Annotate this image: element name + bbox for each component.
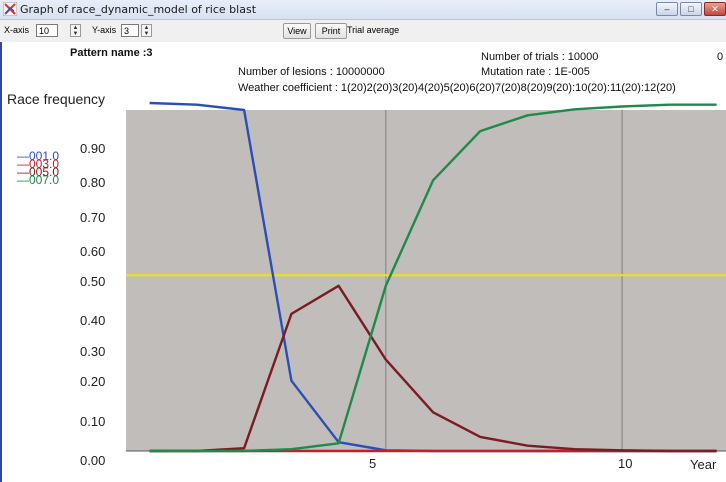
x-tick-label: 5 — [369, 456, 377, 471]
legend-003: —003.0 — [17, 158, 59, 170]
legend-label: 005.0 — [29, 165, 60, 179]
y-tick-label: 0.20 — [80, 374, 106, 389]
yaxis-spinner[interactable]: ▲ ▼ — [141, 24, 152, 37]
series-line-005-0 — [149, 284, 717, 453]
legend-dash: — — [17, 157, 29, 171]
y-tick-label: 0.70 — [80, 210, 106, 225]
series-line-007-0 — [149, 103, 717, 453]
maximize-button[interactable]: □ — [680, 2, 702, 16]
yaxis-label: Y-axis — [92, 25, 117, 35]
y-tick-label: 0.40 — [80, 313, 106, 328]
window-title: Graph of race_dynamic_model of rice blas… — [20, 3, 257, 16]
legend-label: 003.0 — [29, 157, 60, 171]
status-text: Trial average — [347, 25, 400, 35]
y-tick-label: 0.50 — [80, 274, 106, 289]
y-tick-label: 0.10 — [80, 414, 106, 429]
legend-dash: — — [17, 149, 29, 163]
xaxis-spinner[interactable]: ▲ ▼ — [70, 24, 81, 37]
legend-005: —005.0 — [17, 166, 59, 178]
app-icon — [3, 2, 17, 16]
trailing-char: 0 — [717, 51, 724, 63]
mutation-rate: Mutation rate : 1E-005 — [481, 66, 590, 78]
y-tick-label: 0.60 — [80, 244, 106, 259]
legend-label: 007.0 — [29, 173, 60, 187]
legend-label: 001.0 — [29, 149, 60, 163]
y-axis-title: Race frequency — [7, 91, 106, 107]
print-button[interactable]: Print — [315, 23, 347, 39]
legend-dash: — — [17, 165, 29, 179]
plot-area — [126, 110, 726, 451]
view-button[interactable]: View — [283, 23, 311, 39]
y-tick-label: 0.30 — [80, 344, 106, 359]
x-axis-unit: Year — [690, 457, 717, 472]
minimize-button[interactable]: – — [656, 2, 678, 16]
toolbar: X-axis 10 ▲ ▼ Y-axis 3 ▲ ▼ View Print Tria… — [0, 20, 726, 42]
xaxis-label: X-axis — [4, 25, 30, 35]
y-tick-label: 0.00 — [80, 453, 106, 468]
weather-coefficient: Weather coefficient : 1(20)2(20)3(20)4(2… — [238, 82, 676, 94]
trials-count: Number of trials : 10000 — [481, 51, 599, 63]
y-tick-label: 0.90 — [80, 141, 106, 156]
xaxis-input[interactable]: 10 — [36, 24, 58, 37]
legend-007: —007.0 — [17, 174, 59, 186]
legend-001: —001.0 — [17, 150, 59, 162]
x-tick-label: 10 — [618, 456, 633, 471]
close-button[interactable]: ✕ — [704, 2, 726, 16]
yaxis-input[interactable]: 3 — [121, 24, 139, 37]
lesions-count: Number of lesions : 10000000 — [238, 66, 385, 78]
title-bar: Graph of race_dynamic_model of rice blas… — [0, 0, 726, 20]
legend-dash: — — [17, 173, 29, 187]
window-left-border — [0, 42, 2, 482]
pattern-name: Pattern name :3 — [70, 47, 153, 59]
y-tick-label: 0.80 — [80, 175, 106, 190]
